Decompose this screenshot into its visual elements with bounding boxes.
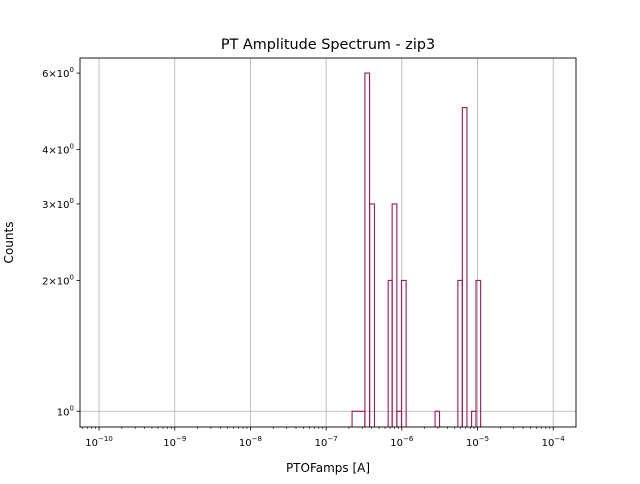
y-axis-ticks: 100 2×100 3×100 4×100 6×100: [42, 66, 80, 418]
y-tick-label: 6×100: [42, 66, 74, 80]
y-tick-label: 2×100: [42, 273, 74, 287]
y-axis-label: Counts: [2, 222, 16, 264]
grid-lines: [80, 58, 576, 427]
histogram-bar: [400, 279, 407, 427]
x-tick-label: 10−7: [315, 435, 338, 449]
histogram-bar: [434, 410, 441, 427]
x-axis-ticks: 10−10 10−9 10−8 10−7 10−6 10−5 10−4: [81, 427, 566, 449]
plot-area-frame: [79, 57, 577, 428]
histogram-bar: [369, 203, 376, 427]
chart-title: PT Amplitude Spectrum - zip3: [221, 37, 435, 53]
histogram-bar: [391, 203, 398, 427]
y-tick-label: 100: [57, 404, 74, 418]
x-tick-label: 10−6: [390, 435, 414, 449]
x-tick-label: 10−4: [542, 435, 566, 449]
y-tick-label: 3×100: [42, 197, 74, 211]
x-axis-label: PTOFamps [A]: [286, 461, 370, 475]
x-tick-label: 10−10: [85, 435, 113, 449]
histogram-bar: [461, 106, 468, 427]
y-tick-label: 4×100: [42, 143, 74, 157]
histogram-bar: [475, 279, 482, 427]
x-tick-label: 10−8: [239, 435, 262, 449]
histogram-series: [351, 72, 482, 427]
x-tick-label: 10−9: [163, 435, 186, 449]
x-tick-label: 10−5: [466, 435, 489, 449]
